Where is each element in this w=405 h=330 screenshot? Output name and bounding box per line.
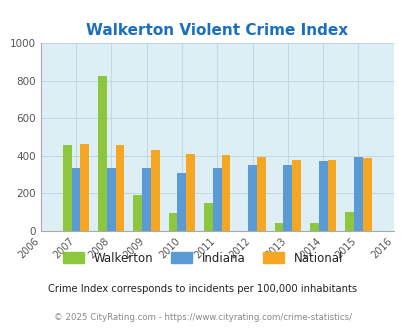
Bar (168, 213, 177, 231)
Bar (62, 146, 71, 231)
Bar (98, 76, 107, 231)
Bar (80, 144, 89, 231)
Bar (309, 222, 318, 231)
Bar (221, 155, 230, 231)
Bar (344, 212, 353, 231)
Bar (247, 165, 256, 231)
Bar (318, 161, 327, 231)
Title: Walkerton Violent Crime Index: Walkerton Violent Crime Index (86, 22, 347, 38)
Bar (71, 168, 80, 231)
Text: Crime Index corresponds to incidents per 100,000 inhabitants: Crime Index corresponds to incidents per… (48, 284, 357, 294)
Bar (142, 168, 151, 231)
Bar (283, 165, 292, 231)
Text: © 2025 CityRating.com - https://www.cityrating.com/crime-statistics/: © 2025 CityRating.com - https://www.city… (54, 313, 351, 322)
Bar (212, 168, 221, 231)
Bar (256, 157, 265, 231)
Bar (151, 150, 160, 231)
Bar (203, 203, 212, 231)
Bar (115, 146, 124, 231)
Bar (186, 154, 195, 231)
Bar (327, 159, 336, 231)
Bar (177, 173, 186, 231)
Bar (362, 158, 371, 231)
Bar (292, 160, 301, 231)
Bar (353, 157, 362, 231)
Bar (133, 195, 142, 231)
Bar (107, 168, 115, 231)
Legend: Walkerton, Indiana, National: Walkerton, Indiana, National (58, 247, 347, 269)
Bar (274, 222, 283, 231)
